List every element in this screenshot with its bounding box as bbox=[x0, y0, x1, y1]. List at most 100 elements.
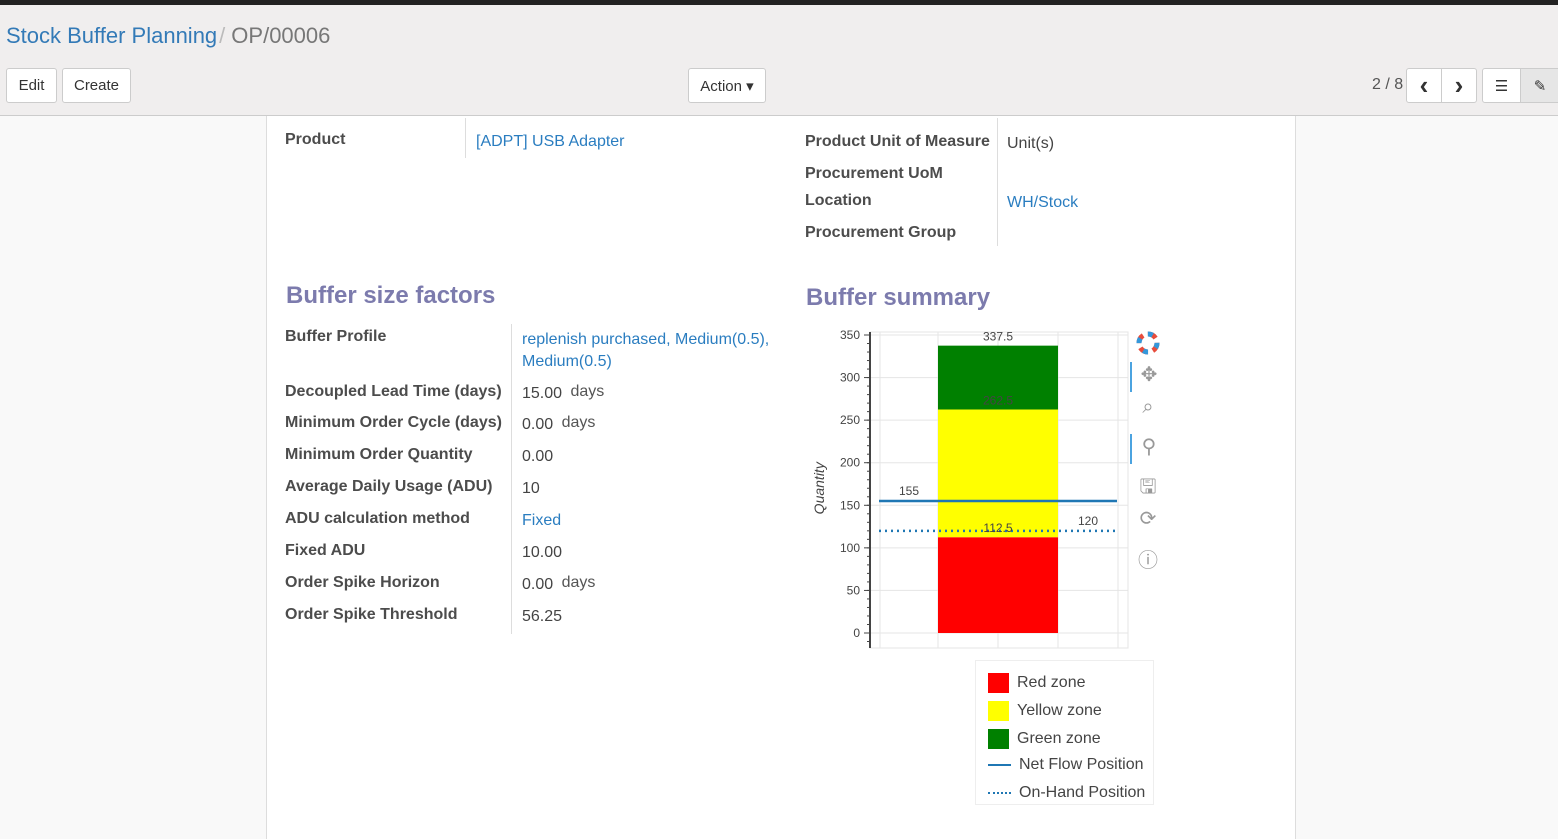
factor-unit: days bbox=[570, 383, 605, 400]
buffer-chart: 0 50 100 150 200 250 300 350 Quantity 155 120 112.5… bbox=[811, 328, 1129, 649]
box-zoom-icon[interactable]: ⌕ bbox=[1142, 396, 1154, 418]
factor-value-cont[interactable]: Medium(0.5) bbox=[522, 353, 612, 370]
legend-item-on-hand: On-Hand Position bbox=[988, 784, 1145, 802]
factor-value[interactable]: Fixed bbox=[522, 512, 561, 530]
action-dropdown[interactable]: Action ▾ bbox=[688, 68, 766, 103]
y-tick-label: 350 bbox=[840, 328, 860, 342]
factor-label: Average Daily Usage (ADU) bbox=[285, 478, 493, 495]
bokeh-logo-icon[interactable] bbox=[1130, 330, 1166, 360]
factor-label: ADU calculation method bbox=[285, 510, 470, 527]
divider bbox=[511, 324, 512, 634]
product-label: Product bbox=[285, 131, 346, 148]
factor-value: 10.00 bbox=[522, 544, 562, 562]
factor-unit: days bbox=[561, 414, 596, 431]
reset-icon[interactable]: ⟳ bbox=[1139, 508, 1157, 530]
legend-label: Yellow zone bbox=[1017, 702, 1102, 719]
factor-label: Buffer Profile bbox=[285, 328, 387, 345]
factor-value: 0.00 days bbox=[522, 414, 596, 434]
breadcrumb-current: OP/00006 bbox=[231, 23, 331, 48]
form-view-button[interactable]: ✎ bbox=[1520, 68, 1558, 103]
proc-group-label: Procurement Group bbox=[805, 224, 957, 241]
factor-label: Order Spike Threshold bbox=[285, 606, 458, 623]
y-tick-label: 50 bbox=[847, 583, 861, 597]
divider bbox=[465, 118, 466, 158]
bar-label: 262.5 bbox=[983, 394, 1013, 408]
y-tick-label: 200 bbox=[840, 456, 860, 470]
bar-yellow-zone bbox=[938, 409, 1058, 538]
factor-label: Minimum Order Quantity bbox=[285, 446, 473, 463]
bar-label: 112.5 bbox=[983, 521, 1012, 535]
chevron-right-icon: › bbox=[1454, 70, 1464, 100]
factor-label: Minimum Order Cycle (days) bbox=[285, 414, 502, 431]
factor-label: Order Spike Horizon bbox=[285, 574, 440, 591]
factor-value-text: replenish purchased, Medium(0.5), bbox=[522, 331, 770, 348]
breadcrumb-separator: / bbox=[219, 23, 226, 48]
bar-label: 337.5 bbox=[983, 330, 1013, 344]
factor-value-text: 0.00 bbox=[522, 576, 554, 593]
dotted-line-swatch bbox=[988, 792, 1011, 794]
control-panel: Stock Buffer Planning/OP/00006 bbox=[0, 5, 1558, 116]
factor-value-text: 10.00 bbox=[522, 544, 563, 561]
factor-value-text: 10 bbox=[522, 480, 540, 497]
factor-label: Fixed ADU bbox=[285, 542, 366, 559]
factor-value: 56.25 bbox=[522, 608, 562, 626]
location-value[interactable]: WH/Stock bbox=[1007, 194, 1079, 211]
uom-label: Product Unit of Measure bbox=[805, 133, 990, 150]
factor-value-text: Fixed bbox=[522, 512, 562, 529]
yellow-swatch bbox=[988, 701, 1009, 721]
y-tick-label: 100 bbox=[840, 541, 860, 555]
chart-legend: Red zone Yellow zone Green zone Net Flow… bbox=[975, 660, 1154, 805]
factor-value: 0.00 days bbox=[522, 574, 596, 594]
next-record-button[interactable]: › bbox=[1441, 68, 1477, 103]
top-bar bbox=[0, 0, 1558, 5]
prev-record-button[interactable]: ‹ bbox=[1406, 68, 1442, 103]
solid-line-swatch bbox=[988, 764, 1011, 766]
green-swatch bbox=[988, 729, 1009, 749]
legend-item-red: Red zone bbox=[988, 673, 1086, 693]
factor-unit: days bbox=[561, 574, 596, 591]
bar-red-zone bbox=[938, 537, 1058, 633]
legend-label: Red zone bbox=[1017, 674, 1086, 691]
save-icon[interactable]: 🖫 bbox=[1139, 476, 1157, 498]
edit-icon: ✎ bbox=[1533, 77, 1547, 95]
legend-label: Green zone bbox=[1017, 730, 1101, 747]
legend-item-green: Green zone bbox=[988, 729, 1101, 749]
legend-label: On-Hand Position bbox=[1019, 784, 1146, 801]
line-label: 120 bbox=[1078, 514, 1098, 528]
factors-title: Buffer size factors bbox=[286, 282, 496, 309]
uom-value[interactable]: Unit(s) bbox=[1007, 135, 1055, 152]
factor-value[interactable]: replenish purchased, Medium(0.5), bbox=[522, 331, 769, 349]
help-icon[interactable]: ⓘ bbox=[1138, 550, 1158, 572]
y-tick-label: 250 bbox=[840, 413, 860, 427]
factor-value-text: 15.00 bbox=[522, 385, 563, 402]
y-tick-label: 150 bbox=[840, 498, 860, 512]
list-view-button[interactable]: ☰ bbox=[1482, 68, 1521, 103]
location-label: Location bbox=[805, 192, 872, 209]
red-swatch bbox=[988, 673, 1009, 693]
factor-value-text: 0.00 bbox=[522, 448, 554, 465]
edit-button[interactable]: Edit bbox=[6, 68, 57, 103]
legend-item-net-flow: Net Flow Position bbox=[988, 756, 1144, 774]
y-axis-label: Quantity bbox=[811, 461, 827, 514]
create-button[interactable]: Create bbox=[62, 68, 131, 103]
breadcrumb: Stock Buffer Planning/OP/00006 bbox=[6, 23, 330, 49]
line-label: 155 bbox=[899, 484, 919, 498]
wheel-zoom-icon[interactable]: ⚲ bbox=[1130, 434, 1166, 464]
factor-label: Decoupled Lead Time (days) bbox=[285, 383, 502, 400]
breadcrumb-parent[interactable]: Stock Buffer Planning bbox=[6, 23, 218, 48]
pager-value: 2 / 8 bbox=[1372, 76, 1404, 93]
factor-value-text: 56.25 bbox=[522, 608, 563, 625]
pan-icon[interactable]: ✥ bbox=[1130, 362, 1166, 392]
list-icon: ☰ bbox=[1494, 77, 1509, 95]
factor-value: 15.00 days bbox=[522, 383, 605, 403]
factor-value: 10 bbox=[522, 480, 540, 498]
divider bbox=[997, 118, 998, 246]
legend-label: Net Flow Position bbox=[1019, 756, 1144, 773]
y-tick-label: 0 bbox=[853, 626, 860, 640]
proc-uom-label: Procurement UoM bbox=[805, 165, 943, 182]
product-value[interactable]: [ADPT] USB Adapter bbox=[476, 133, 625, 150]
chevron-left-icon: ‹ bbox=[1419, 70, 1429, 100]
factor-value: 0.00 bbox=[522, 448, 553, 466]
factor-value-text: 0.00 bbox=[522, 416, 554, 433]
legend-item-yellow: Yellow zone bbox=[988, 701, 1102, 721]
